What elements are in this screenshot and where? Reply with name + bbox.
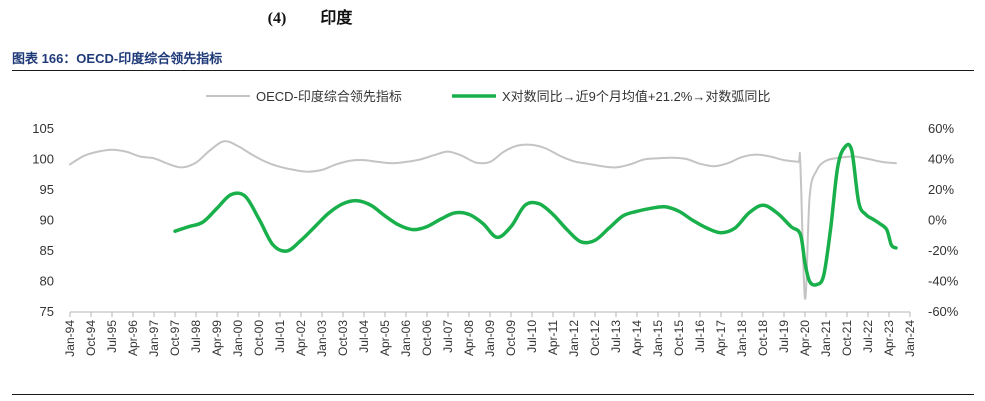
y-right-tick-label: -40%: [928, 274, 959, 289]
x-tick-label: Jan-97: [147, 320, 161, 357]
y-left-tick-label: 95: [40, 182, 54, 197]
section-number: (4): [267, 10, 287, 27]
y-left-tick-label: 105: [32, 121, 54, 136]
x-tick-label: Jan-12: [567, 320, 581, 357]
x-tick-label: Apr-14: [630, 320, 644, 356]
x-tick-label: Jul-07: [441, 320, 455, 353]
x-tick-label: Jan-00: [231, 320, 245, 357]
y-right-tick-label: 0%: [928, 213, 947, 228]
figure-title: 图表 166：OECD-印度综合领先指标: [12, 51, 223, 66]
section-title: 印度: [320, 10, 353, 27]
x-tick-label: Oct-06: [420, 320, 434, 356]
y-left-tick-label: 85: [40, 243, 54, 258]
x-tick-label: Oct-97: [168, 320, 182, 356]
x-tick-label: Oct-03: [336, 320, 350, 356]
y-right-tick-label: -20%: [928, 243, 959, 258]
x-tick-label: Apr-11: [546, 320, 560, 355]
x-tick-label: Oct-21: [840, 320, 854, 356]
x-tick-label: Oct-00: [252, 320, 266, 356]
x-tick-label: Apr-17: [714, 320, 728, 356]
x-tick-label: Jan-21: [819, 320, 833, 357]
x-tick-label: Oct-94: [84, 320, 98, 356]
x-tick-label: Apr-23: [882, 320, 896, 356]
x-tick-label: Apr-02: [294, 320, 308, 356]
x-tick-label: Oct-12: [588, 320, 602, 356]
legend-label-x-yoy: X对数同比→近9个月均值+21.2%→对数弧同比: [502, 89, 770, 104]
series-layer: [69, 140, 898, 300]
x-tick-label: Jul-10: [525, 320, 539, 353]
x-tick-label: Apr-99: [210, 320, 224, 356]
line-chart: OECD-印度综合领先指标 X对数同比→近9个月均值+21.2%→对数弧同比 75…: [32, 89, 958, 357]
x-tick-label: Jan-94: [63, 320, 77, 357]
x-tick-label: Jul-01: [273, 320, 287, 353]
bottom-divider: [12, 394, 974, 395]
series-line-x-yoy: [173, 142, 898, 287]
y-left-tick-label: 100: [32, 152, 54, 167]
series-line-oecd-cli: [69, 140, 897, 300]
x-tick-label: Apr-08: [462, 320, 476, 356]
y-right-tick-label: 20%: [928, 182, 954, 197]
x-tick-label: Jan-15: [651, 320, 665, 357]
x-tick-label: Jul-04: [357, 320, 371, 353]
y-right-tick-label: -60%: [928, 304, 959, 319]
section-heading: (4) 印度: [0, 4, 620, 28]
x-tick-label: Jul-95: [105, 320, 119, 353]
y-right-tick-label: 40%: [928, 152, 954, 167]
y-right-tick-label: 60%: [928, 121, 954, 136]
x-tick-label: Apr-20: [798, 320, 812, 356]
x-tick-label: Jan-18: [735, 320, 749, 357]
y-left-tick-label: 75: [40, 304, 54, 319]
axes: 75 80 85 90 95 100 105 -60% -40% -20% 0% 20% 40% 60% J…: [32, 121, 958, 357]
x-tick-label: Apr-96: [126, 320, 140, 356]
x-tick-label: Jan-06: [399, 320, 413, 357]
top-divider: [12, 70, 974, 71]
x-tick-label: Jul-16: [693, 320, 707, 353]
y-left-tick-label: 80: [40, 274, 54, 289]
x-tick-label: Jul-22: [861, 320, 875, 353]
legend-label-oecd-cli: OECD-印度综合领先指标: [256, 89, 402, 104]
x-tick-label: Jul-13: [609, 320, 623, 353]
x-tick-label: Jan-03: [315, 320, 329, 357]
x-tick-label: Oct-09: [504, 320, 518, 356]
x-tick-label: Oct-15: [672, 320, 686, 356]
y-left-tick-label: 90: [40, 213, 54, 228]
x-tick-label: Jan-24: [903, 320, 917, 357]
x-tick-label: Apr-05: [378, 320, 392, 356]
x-tick-label: Jan-09: [483, 320, 497, 357]
legend: OECD-印度综合领先指标 X对数同比→近9个月均值+21.2%→对数弧同比: [206, 89, 770, 104]
x-tick-label: Jul-19: [777, 320, 791, 353]
x-tick-label: Oct-18: [756, 320, 770, 356]
x-tick-label: Jul-98: [189, 320, 203, 353]
